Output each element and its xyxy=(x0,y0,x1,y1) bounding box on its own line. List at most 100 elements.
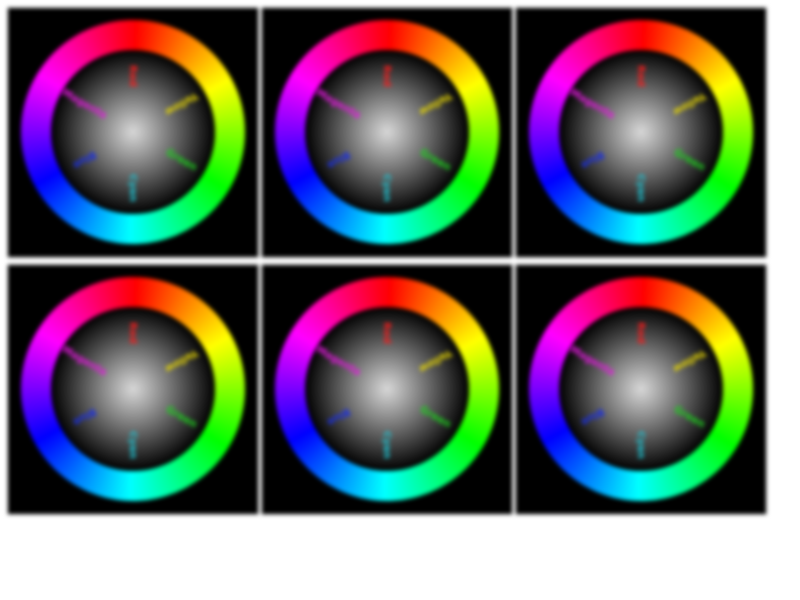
hue-segment xyxy=(718,354,750,369)
hue-segment xyxy=(622,212,633,244)
hue-segment xyxy=(282,85,313,103)
color-wheel-tile-5: Red Yellow Green Cyan Blue Magenta xyxy=(262,265,512,514)
hue-segment xyxy=(108,212,121,243)
hue-segment xyxy=(214,136,245,145)
hue-segment xyxy=(275,376,306,385)
color-wheel-tile-4: Red Yellow Green Cyan Blue Magenta xyxy=(8,265,258,514)
hue-segment xyxy=(213,401,244,414)
hue-segment xyxy=(423,203,443,233)
hue-segment xyxy=(368,469,379,501)
hue-segment xyxy=(282,342,313,360)
hue-segment xyxy=(452,176,481,199)
hue-segment xyxy=(32,425,62,445)
hue-segment xyxy=(295,179,324,203)
hue-segment xyxy=(26,413,57,430)
hue-segment xyxy=(276,144,307,156)
hue-segment xyxy=(214,383,245,390)
hue-segment xyxy=(695,48,721,75)
hue-segment xyxy=(468,393,499,402)
hue-segment xyxy=(145,212,157,243)
hue-segment xyxy=(692,192,716,220)
hue-segment xyxy=(714,338,744,357)
hue-segment xyxy=(452,433,481,456)
hue-segment xyxy=(187,446,213,473)
hue-segment xyxy=(23,148,54,161)
hue-segment xyxy=(534,348,565,364)
hue-segment xyxy=(149,468,162,499)
hue-segment xyxy=(434,195,458,224)
hue-segment xyxy=(45,56,73,81)
hue-segment xyxy=(340,463,358,494)
hue-segment xyxy=(701,57,729,81)
hue-segment xyxy=(450,437,478,461)
hue-segment xyxy=(529,370,561,381)
hue-segment xyxy=(321,294,343,323)
hue-segment xyxy=(21,131,52,138)
hue-segment xyxy=(196,180,224,204)
hue-segment xyxy=(61,452,85,480)
wheel-center xyxy=(305,307,469,471)
hue-segment xyxy=(325,200,346,229)
hue-segment xyxy=(299,183,327,207)
hue-segment xyxy=(532,353,564,368)
hue-segment xyxy=(45,313,73,338)
hue-segment xyxy=(86,206,104,237)
hue-segment xyxy=(390,213,399,244)
hue-segment xyxy=(212,149,243,162)
hue-segment xyxy=(136,213,145,244)
hue-segment xyxy=(98,23,113,55)
hue-segment xyxy=(653,278,666,309)
hue-segment xyxy=(566,44,590,72)
hue-segment xyxy=(606,280,621,312)
wheel-label-cyan: Cyan xyxy=(635,174,646,202)
hue-segment xyxy=(35,429,65,450)
hue-segment xyxy=(277,405,308,418)
hue-segment xyxy=(150,22,163,53)
hue-segment xyxy=(709,173,738,194)
hue-segment xyxy=(645,20,654,51)
hue-segment xyxy=(553,313,581,338)
wheel-center xyxy=(559,50,723,214)
hue-segment xyxy=(154,280,169,312)
hue-segment xyxy=(606,23,621,55)
hue-segment xyxy=(428,35,449,64)
hue-segment xyxy=(459,165,490,184)
hue-segment xyxy=(531,148,562,161)
hue-segment xyxy=(145,21,158,52)
hue-segment xyxy=(407,209,422,241)
hue-segment xyxy=(711,169,741,189)
hue-segment xyxy=(459,422,490,441)
hue-segment xyxy=(303,52,330,78)
hue-segment xyxy=(640,213,647,244)
hue-segment xyxy=(312,44,336,72)
hue-segment xyxy=(399,469,411,500)
hue-segment xyxy=(53,446,79,473)
hue-segment xyxy=(190,443,217,469)
hue-segment xyxy=(49,443,76,469)
hue-segment xyxy=(557,309,584,335)
hue-segment xyxy=(546,433,575,455)
hue-segment xyxy=(538,421,568,440)
wheel-label-red: Red xyxy=(127,322,138,344)
hue-segment xyxy=(461,343,492,361)
hue-segment xyxy=(547,65,576,88)
hue-segment xyxy=(463,91,494,108)
hue-segment xyxy=(203,169,233,189)
hue-segment xyxy=(395,20,406,52)
hue-segment xyxy=(653,212,665,243)
hue-segment xyxy=(336,286,355,316)
hue-segment xyxy=(180,195,204,224)
hue-segment xyxy=(550,60,578,84)
hue-segment xyxy=(661,209,676,241)
hue-segment xyxy=(557,52,584,78)
hue-segment xyxy=(605,466,620,498)
hue-segment xyxy=(352,280,367,312)
hue-segment xyxy=(431,198,453,227)
hue-segment xyxy=(464,153,496,168)
hue-segment xyxy=(722,136,753,145)
hue-segment xyxy=(374,470,383,501)
hue-segment xyxy=(92,282,109,313)
hue-segment xyxy=(204,76,234,96)
hue-segment xyxy=(453,323,482,345)
hue-segment xyxy=(299,313,327,338)
